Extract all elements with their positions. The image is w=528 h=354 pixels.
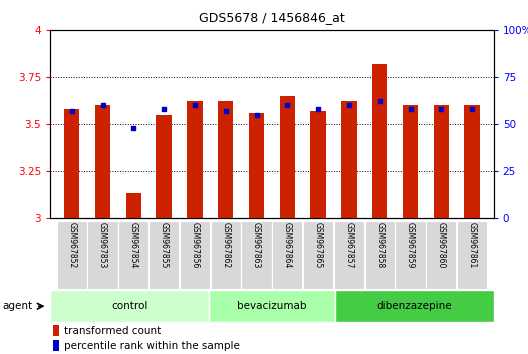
Point [98, 102, 107, 108]
Bar [53, 340, 59, 351]
Point [221, 108, 230, 114]
Bar [426, 221, 456, 289]
Bar [334, 221, 364, 289]
Bar [50, 290, 209, 322]
Text: GSM967853: GSM967853 [98, 222, 107, 269]
Point [252, 112, 261, 118]
Text: GSM967856: GSM967856 [191, 222, 200, 269]
Bar [53, 325, 59, 336]
Bar [241, 221, 271, 289]
Point [468, 106, 476, 112]
Text: agent: agent [3, 301, 33, 311]
Bar [457, 221, 487, 289]
Bar [372, 64, 388, 218]
Bar [272, 221, 303, 289]
Text: GSM967865: GSM967865 [314, 222, 323, 269]
Bar [395, 221, 426, 289]
Text: GDS5678 / 1456846_at: GDS5678 / 1456846_at [199, 11, 345, 24]
Text: GSM967857: GSM967857 [344, 222, 353, 269]
Bar [433, 105, 449, 218]
Point [437, 106, 446, 112]
Bar [180, 221, 210, 289]
Text: percentile rank within the sample: percentile rank within the sample [63, 341, 239, 351]
Point [68, 108, 76, 114]
Text: transformed count: transformed count [63, 326, 161, 336]
Text: GSM967854: GSM967854 [129, 222, 138, 269]
Text: GSM967864: GSM967864 [283, 222, 292, 269]
Bar [310, 111, 326, 218]
Point [314, 106, 322, 112]
Point [129, 125, 137, 131]
Point [191, 102, 199, 108]
Bar [403, 105, 418, 218]
Bar [88, 221, 118, 289]
Point [375, 98, 384, 104]
Text: bevacizumab: bevacizumab [237, 301, 307, 311]
Bar [249, 113, 264, 218]
Bar [156, 115, 172, 218]
Text: GSM967858: GSM967858 [375, 222, 384, 269]
Bar [149, 221, 179, 289]
Point [407, 106, 415, 112]
Point [283, 102, 291, 108]
Bar [211, 221, 241, 289]
Bar [95, 105, 110, 218]
Bar [126, 193, 141, 218]
Bar [56, 221, 87, 289]
Text: GSM967861: GSM967861 [468, 222, 477, 269]
Text: control: control [111, 301, 147, 311]
Bar [118, 221, 148, 289]
Text: GSM967852: GSM967852 [67, 222, 76, 269]
Bar [465, 105, 480, 218]
Bar [335, 290, 494, 322]
Bar [341, 101, 356, 218]
Bar [303, 221, 333, 289]
Point [345, 102, 353, 108]
Bar [280, 96, 295, 218]
Text: GSM967859: GSM967859 [406, 222, 415, 269]
Point [160, 106, 168, 112]
Text: GSM967863: GSM967863 [252, 222, 261, 269]
Text: GSM967855: GSM967855 [159, 222, 168, 269]
Bar [365, 221, 395, 289]
Text: dibenzazepine: dibenzazepine [376, 301, 452, 311]
Bar [209, 290, 335, 322]
Text: GSM967860: GSM967860 [437, 222, 446, 269]
Text: GSM967862: GSM967862 [221, 222, 230, 269]
Bar [218, 101, 233, 218]
Bar [64, 109, 79, 218]
Bar [187, 101, 203, 218]
